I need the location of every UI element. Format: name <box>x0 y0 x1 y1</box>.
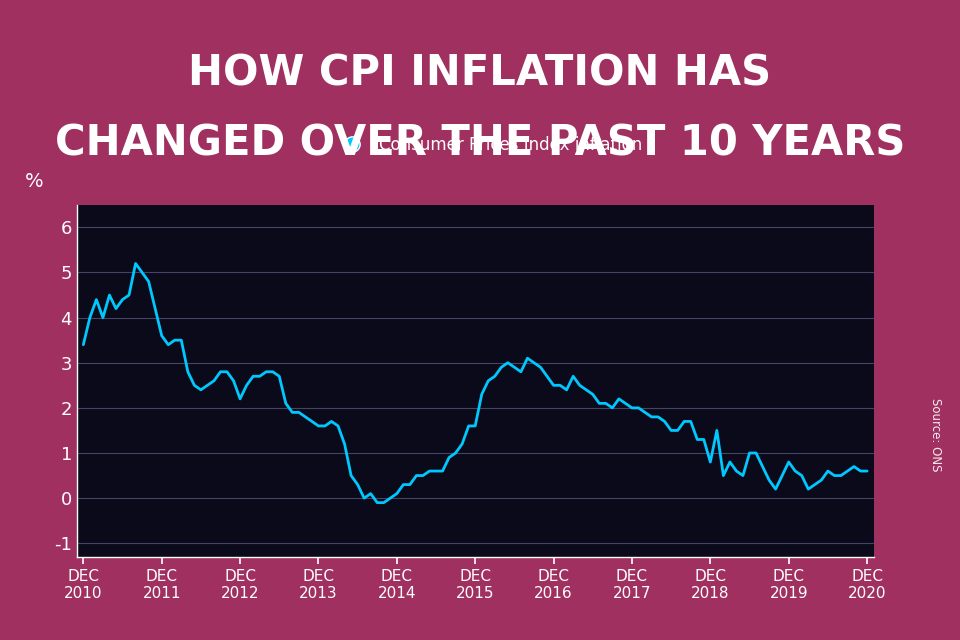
Text: Source: ONS: Source: ONS <box>929 399 943 472</box>
Text: %: % <box>25 172 43 191</box>
Legend: Consumer Prices Index inflation: Consumer Prices Index inflation <box>336 136 642 154</box>
Text: CHANGED OVER THE PAST 10 YEARS: CHANGED OVER THE PAST 10 YEARS <box>55 123 905 165</box>
Text: HOW CPI INFLATION HAS: HOW CPI INFLATION HAS <box>188 52 772 95</box>
